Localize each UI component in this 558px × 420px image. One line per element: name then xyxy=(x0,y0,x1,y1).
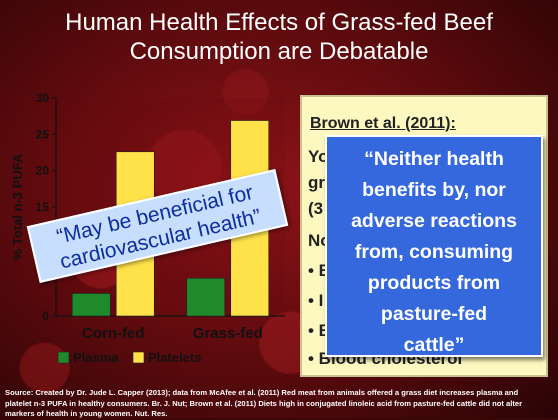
callout-text: “Neither health benefits by, nor adverse… xyxy=(327,144,541,361)
legend-swatch xyxy=(57,351,70,364)
legend-label: Platelets xyxy=(148,350,201,365)
quote-callout: “Neither health benefits by, nor adverse… xyxy=(325,135,543,357)
y-tick-label: 0 xyxy=(42,309,49,323)
brown-fragment-1: Yo xyxy=(308,147,329,166)
y-tick-label: 20 xyxy=(36,164,50,178)
callout-line: benefits by, nor xyxy=(362,179,506,201)
brown-heading: Brown et al. (2011): xyxy=(310,115,456,132)
title-line-2: Consumption are Debatable xyxy=(129,38,429,65)
source-line-2: platelet n-3 PUFA in healthy consumers. … xyxy=(5,398,523,408)
legend-label: Plasma xyxy=(73,350,119,365)
source-line-1: Source: Created by Dr. Jude L. Capper (2… xyxy=(5,388,519,397)
source-line-3: markers of health in young women. Nut. R… xyxy=(5,409,168,418)
brown-fragment-3: (3 xyxy=(308,199,324,218)
title-line-1: Human Health Effects of Grass-fed Beef xyxy=(65,9,493,36)
y-tick-label: 15 xyxy=(36,200,50,214)
legend-swatch xyxy=(132,351,145,364)
callout-line: adverse reactions xyxy=(351,210,517,232)
x-category-label: Grass-fed xyxy=(193,325,263,342)
brown-bullet-2: • I xyxy=(308,291,324,310)
bar-plasma-grass-fed xyxy=(186,277,226,317)
callout-line: cattle” xyxy=(403,334,465,356)
callout-line: pasture-fed xyxy=(380,303,488,325)
slide-title: Human Health Effects of Grass-fed Beef C… xyxy=(0,8,558,66)
callout-line: from, consuming xyxy=(354,241,514,263)
callout-line: products from xyxy=(367,272,501,294)
y-axis-label: % Total n-3 PUFA xyxy=(10,153,25,260)
x-category-label: Corn-fed xyxy=(82,325,145,342)
y-tick-label: 30 xyxy=(36,91,50,105)
y-tick-label: 25 xyxy=(36,127,50,141)
bar-plasma-corn-fed xyxy=(71,293,111,317)
source-citation: Source: Created by Dr. Jude L. Capper (2… xyxy=(5,388,553,420)
callout-line: “Neither health xyxy=(364,148,504,170)
brown-fragment-2: gr xyxy=(308,173,325,192)
